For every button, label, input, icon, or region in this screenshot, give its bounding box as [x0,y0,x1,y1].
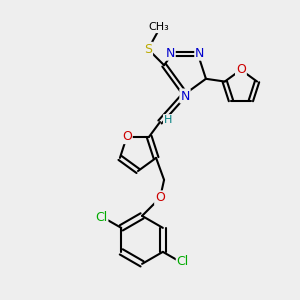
Text: Cl: Cl [95,212,107,224]
Text: O: O [122,130,132,143]
Text: CH₃: CH₃ [149,22,170,32]
Text: N: N [195,47,205,60]
Text: O: O [236,63,246,76]
Text: O: O [155,191,165,204]
Text: N: N [180,89,190,103]
Text: Cl: Cl [177,255,189,268]
Text: H: H [164,115,172,125]
Text: S: S [144,43,152,56]
Text: N: N [165,47,175,60]
